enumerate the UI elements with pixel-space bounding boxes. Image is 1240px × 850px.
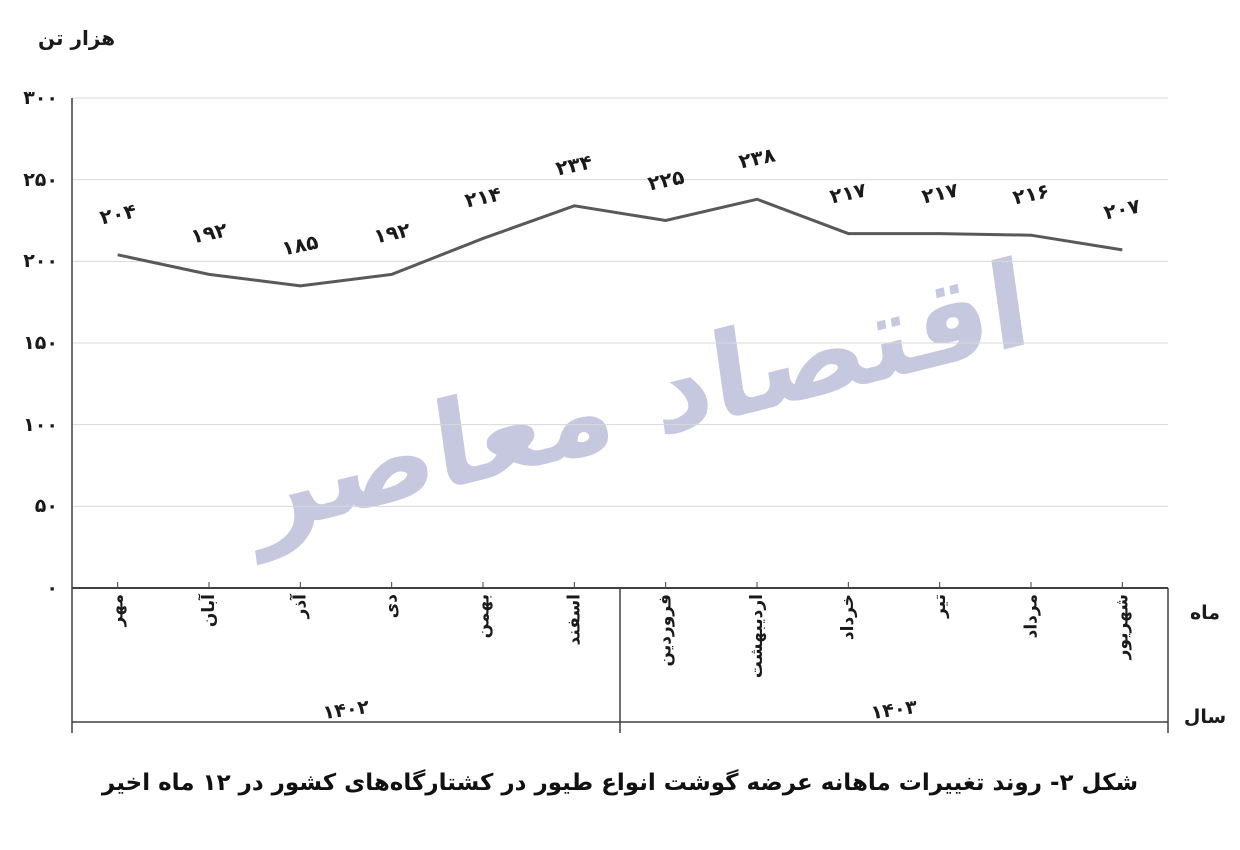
y-tick-label: ۲۰۰ [23,250,58,273]
year-row-title: سال [1183,706,1227,728]
data-point-label: ۱۹۲ [371,217,413,249]
month-label-text: آذر [290,594,311,619]
month-label-text: تیر [929,594,950,618]
data-point-label: ۱۹۲ [188,217,230,249]
year-group-label: ۱۴۰۳ [869,695,919,725]
y-tick-label: ۳۰۰ [23,87,58,109]
data-point-label: ۲۳۴ [553,149,595,181]
month-label-text: اسفند [564,594,585,646]
y-tick-label: ۱۵۰ [23,332,58,354]
data-point-label: ۲۱۴ [462,181,504,213]
month-row-title: ماه [1189,602,1221,624]
data-point-label: ۲۱۷ [827,177,869,209]
month-label-text: بهمن [473,594,493,639]
data-point-label: ۲۱۶ [1010,178,1052,210]
data-point-label: ۲۲۵ [645,163,687,196]
y-tick-label: ۰ [46,577,58,599]
year-group-label: ۱۴۰۲ [321,695,371,725]
month-label-text: شهریور [1112,594,1133,660]
y-tick-label: ۱۰۰ [23,413,58,436]
chart-caption: شکل ۲- روند تغییرات ماهانه عرضه گوشت انو… [101,770,1139,796]
data-point-label: ۲۱۷ [919,177,961,209]
data-point-label: ۲۰۴ [97,198,139,230]
y-axis-unit-label: هزار تن [38,26,116,50]
data-point-label: ۲۳۸ [736,142,778,174]
month-label-text: خرداد [838,594,859,641]
month-label-text: اردیبهشت [747,594,767,679]
data-point-label: ۲۰۷ [1101,193,1143,225]
month-label-text: مهر [107,594,128,627]
month-label-text: دی [381,594,402,619]
data-point-label: ۱۸۵ [279,229,321,261]
series-line [117,197,1123,288]
month-label-text: آبان [199,594,219,628]
y-tick-label: ۲۵۰ [23,168,58,191]
month-label-text: مرداد [1021,594,1041,639]
month-label-text: فروردین [655,594,676,667]
y-tick-label: ۵۰ [34,495,58,518]
